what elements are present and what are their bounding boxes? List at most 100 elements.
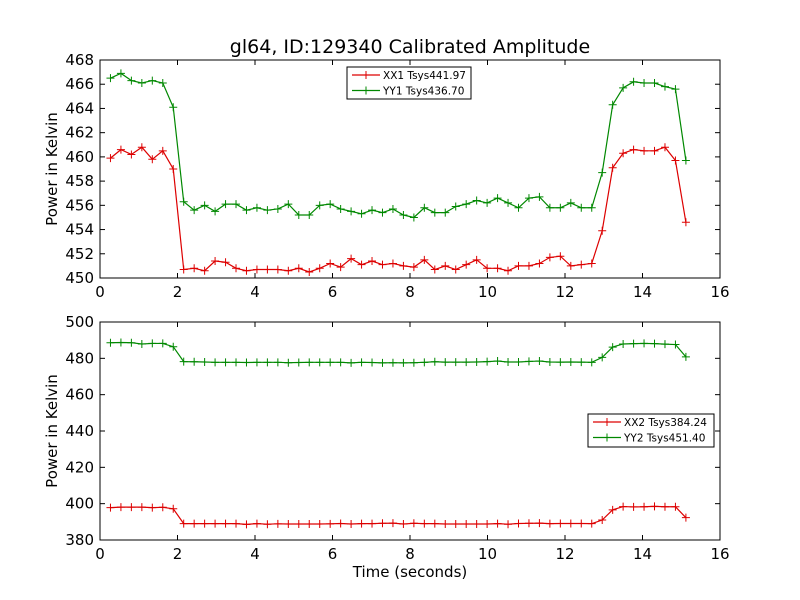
data-point — [252, 265, 261, 274]
data-point — [242, 520, 251, 529]
data-point — [566, 198, 575, 207]
data-point — [660, 340, 669, 349]
y-tick-label: 452 — [65, 245, 94, 263]
data-point — [409, 263, 418, 272]
x-tick-label: 10 — [478, 283, 497, 301]
legend-marker — [603, 418, 611, 426]
data-point — [430, 357, 439, 366]
data-point — [650, 502, 659, 511]
legend: XX2 Tsys384.24 YY2 Tsys451.40 — [587, 413, 715, 448]
legend-marker — [362, 71, 370, 79]
data-point — [640, 502, 649, 511]
data-point — [148, 503, 157, 512]
data-point — [451, 520, 460, 529]
data-point — [619, 339, 628, 348]
data-point — [535, 519, 544, 528]
data-point — [315, 201, 324, 210]
data-point — [524, 261, 533, 270]
data-point — [232, 200, 241, 209]
data-point — [409, 213, 418, 222]
x-tick-label: 16 — [710, 283, 729, 301]
data-point — [221, 258, 230, 267]
data-point — [357, 209, 366, 218]
data-point — [190, 206, 199, 215]
data-point — [608, 163, 617, 172]
data-point — [158, 79, 167, 88]
data-point — [294, 211, 303, 220]
data-point — [326, 200, 335, 209]
legend-label: XX2 Tsys384.24 — [624, 417, 707, 429]
data-point — [451, 358, 460, 367]
data-point — [671, 502, 680, 511]
legend-label: YY1 Tsys436.70 — [382, 86, 464, 98]
data-point — [640, 79, 649, 88]
data-point — [483, 264, 492, 273]
data-point — [211, 519, 220, 528]
data-point — [629, 145, 638, 154]
data-point — [347, 254, 356, 263]
data-point — [137, 503, 146, 512]
data-point — [357, 260, 366, 269]
data-point — [294, 358, 303, 367]
data-point — [221, 358, 230, 367]
data-point — [399, 520, 408, 529]
data-point — [200, 201, 209, 210]
data-point — [305, 211, 314, 220]
series-1 — [106, 502, 690, 529]
data-point — [347, 207, 356, 216]
data-point — [681, 156, 690, 165]
data-point — [640, 146, 649, 155]
data-point — [378, 208, 387, 217]
data-point — [347, 520, 356, 529]
data-point — [483, 198, 492, 207]
data-point — [462, 520, 471, 529]
data-point — [441, 208, 450, 217]
data-point — [368, 519, 377, 528]
data-point — [169, 504, 178, 513]
data-point — [660, 143, 669, 152]
data-point — [577, 260, 586, 269]
data-point — [263, 206, 272, 215]
data-point — [640, 339, 649, 348]
data-point — [472, 255, 481, 264]
data-point — [127, 150, 136, 159]
data-point — [232, 519, 241, 528]
data-point — [357, 519, 366, 528]
data-point — [242, 358, 251, 367]
data-point — [116, 338, 125, 347]
data-point — [315, 264, 324, 273]
data-point — [556, 358, 565, 367]
x-tick-label: 0 — [95, 283, 105, 301]
y-tick-label: 454 — [65, 221, 94, 239]
y-tick-label: 400 — [65, 495, 94, 513]
data-point — [169, 342, 178, 351]
data-point — [681, 352, 690, 361]
data-point — [336, 204, 345, 213]
x-tick-label: 6 — [328, 283, 338, 301]
y-tick-label: 460 — [65, 386, 94, 404]
data-point — [650, 79, 659, 88]
data-point — [326, 358, 335, 367]
y-tick-label: 450 — [65, 269, 94, 287]
data-point — [598, 168, 607, 177]
data-point — [566, 519, 575, 528]
legend-marker — [603, 433, 611, 442]
data-point — [273, 265, 282, 274]
data-point — [619, 83, 628, 92]
x-tick-label: 12 — [555, 545, 574, 563]
data-point — [137, 339, 146, 348]
x-tick-label: 6 — [328, 545, 338, 563]
data-point — [211, 207, 220, 216]
data-point — [315, 358, 324, 367]
data-point — [284, 358, 293, 367]
data-point — [273, 519, 282, 528]
data-point — [524, 357, 533, 366]
data-point — [472, 196, 481, 205]
data-point — [116, 69, 125, 78]
data-point — [420, 519, 429, 528]
x-tick-label: 2 — [173, 545, 183, 563]
data-point — [232, 264, 241, 273]
data-point — [158, 339, 167, 348]
data-point — [200, 519, 209, 528]
data-point — [577, 519, 586, 528]
